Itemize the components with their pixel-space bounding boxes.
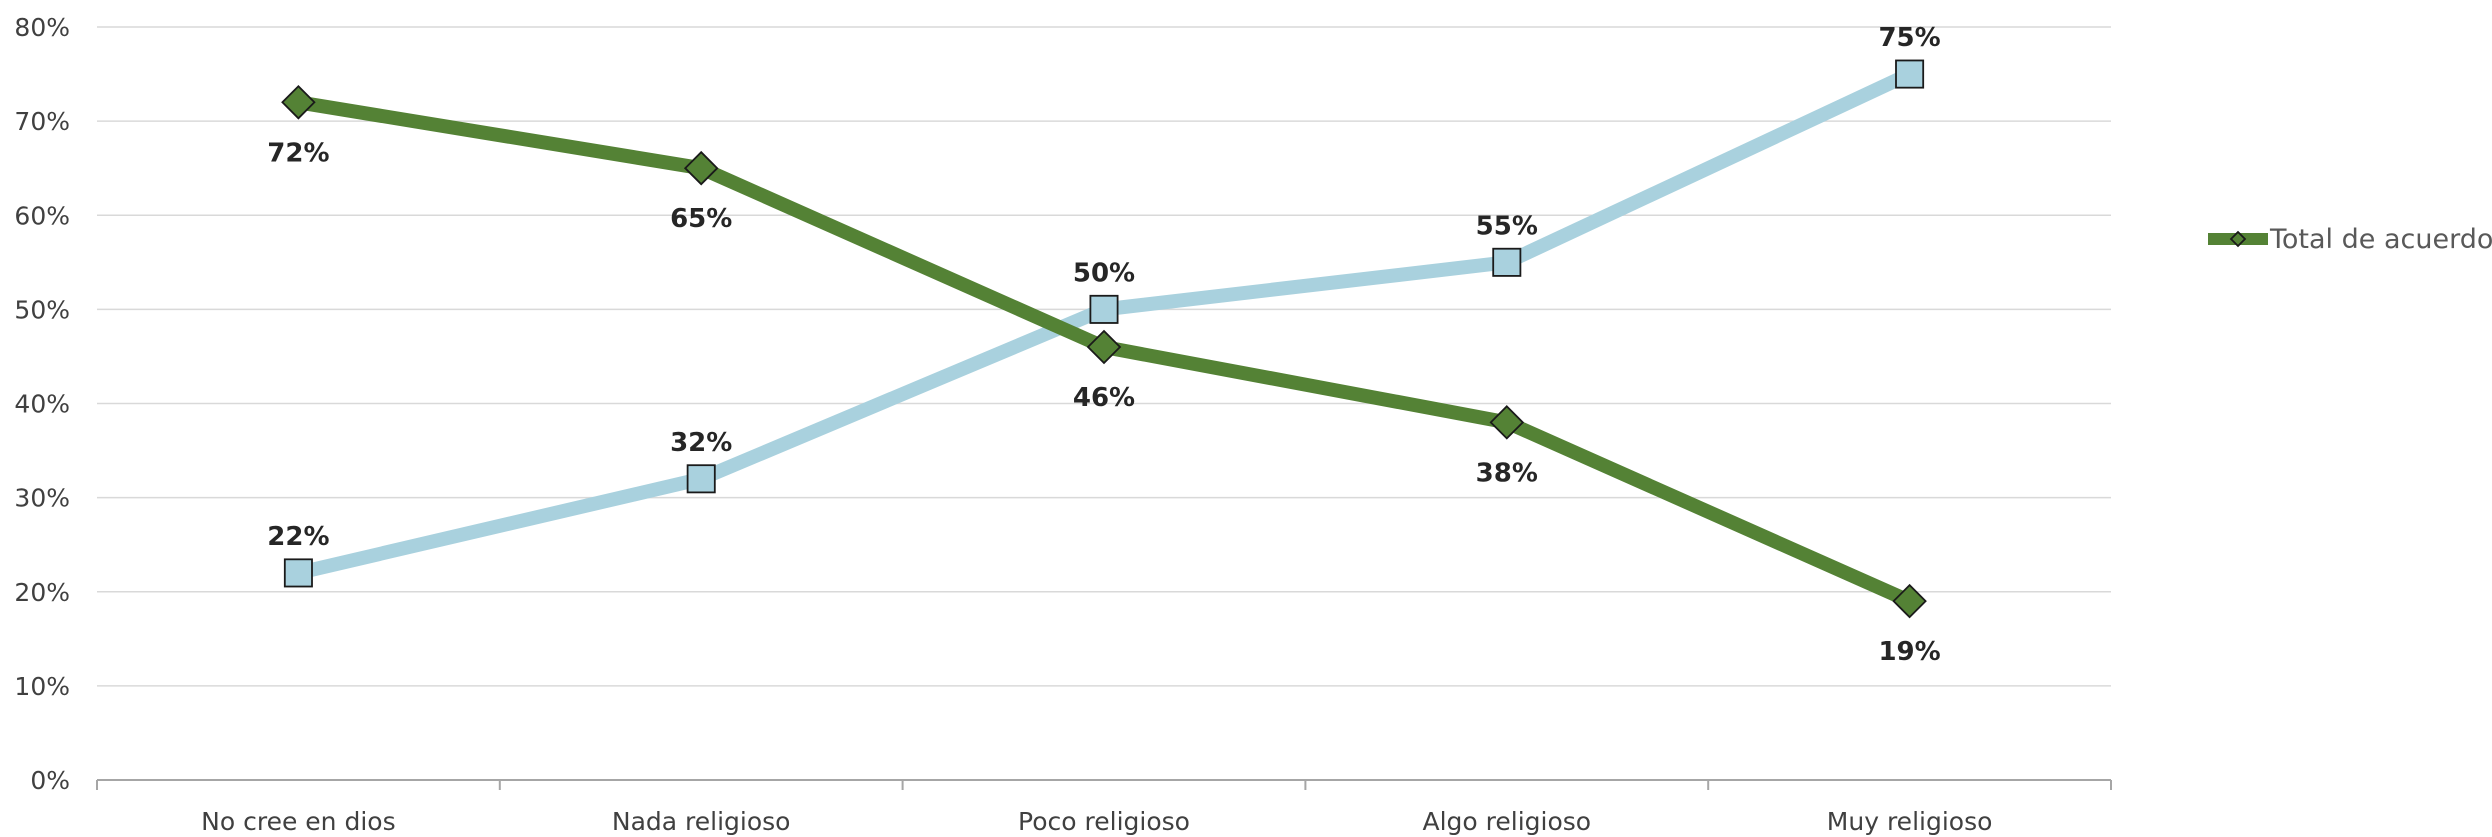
y-tick-label: 0% xyxy=(30,766,70,795)
data-label: 50% xyxy=(1073,258,1135,288)
y-tick-label: 60% xyxy=(14,201,70,230)
data-point-diamond xyxy=(1086,329,1122,365)
x-tick-label: Nada religioso xyxy=(612,807,791,836)
y-tick-label: 80% xyxy=(14,13,70,42)
x-tick-label: Muy religioso xyxy=(1827,807,1993,836)
y-tick-label: 30% xyxy=(14,484,70,513)
data-label: 65% xyxy=(670,204,732,234)
series-layer: 22% 32% 50% 55% 75% 72% 65% 46% 38% 19% xyxy=(267,23,1940,667)
data-label: 19% xyxy=(1878,637,1940,667)
x-tick-label: Poco religioso xyxy=(1018,807,1190,836)
y-tick-label: 50% xyxy=(14,295,70,324)
data-label: 38% xyxy=(1476,458,1538,488)
data-label: 32% xyxy=(670,428,732,458)
data-point-square xyxy=(1895,59,1925,89)
data-point-square xyxy=(1089,294,1119,324)
data-label: 72% xyxy=(267,138,329,168)
data-point-diamond xyxy=(1489,405,1525,440)
data-point-square xyxy=(686,464,716,494)
data-label: 55% xyxy=(1476,211,1538,241)
y-tick-label: 20% xyxy=(14,578,70,607)
series-1: 22% 32% 50% 55% 75% xyxy=(267,23,1941,588)
data-label: 46% xyxy=(1073,383,1135,413)
data-label: 22% xyxy=(267,522,329,552)
y-axis: 0% 10% 20% 30% 40% 50% 60% 70% 80% xyxy=(14,13,70,795)
y-tick-label: 70% xyxy=(14,107,70,136)
data-point-diamond xyxy=(683,150,719,186)
x-tick-label: No cree en dios xyxy=(201,807,395,836)
data-label: 75% xyxy=(1878,23,1940,53)
y-tick-label: 40% xyxy=(14,390,70,419)
legend: Total de acuerdo xyxy=(2208,224,2492,255)
data-point-diamond xyxy=(1892,583,1927,619)
legend-label: Total de acuerdo xyxy=(2269,224,2492,255)
legend-marker-diamond xyxy=(2229,230,2247,248)
data-point-square xyxy=(1492,247,1522,277)
data-point-square xyxy=(283,558,313,588)
data-point-diamond xyxy=(281,85,316,120)
x-tick-label: Algo religioso xyxy=(1423,807,1592,836)
y-tick-label: 10% xyxy=(14,672,70,701)
x-axis: No cree en dios Nada religioso Poco religi… xyxy=(96,779,2112,836)
series-0: 72% 65% 46% 38% 19% xyxy=(267,85,1941,667)
